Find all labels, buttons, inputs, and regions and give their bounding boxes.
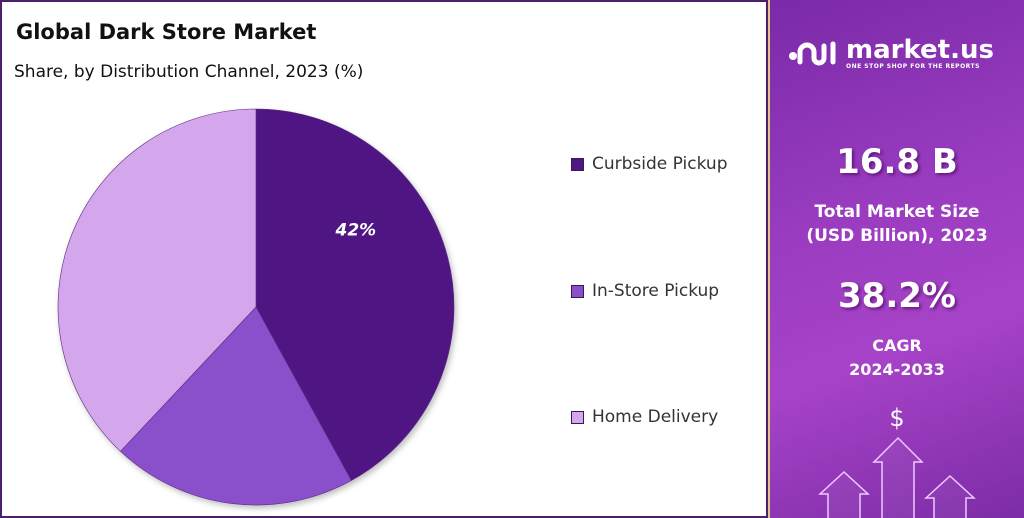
legend-swatch (571, 284, 584, 298)
legend-label: In-Store Pickup (592, 281, 720, 301)
cagr-label-line1: CAGR (872, 336, 922, 355)
cagr-value: 38.2% (838, 276, 956, 316)
dollar-icon: $ (889, 404, 905, 432)
legend-swatch (571, 157, 584, 171)
growth-arrows-icon (818, 436, 976, 518)
market-size-label-line1: Total Market Size (814, 202, 980, 222)
legend-label: Home Delivery (592, 407, 719, 427)
chart-panel: Global Dark Store Market Share, by Distr… (0, 0, 768, 518)
legend-swatch (571, 410, 584, 424)
pie-slice-curbside-pickup (255, 108, 455, 481)
cagr-label: CAGR 2024-2033 (770, 334, 1024, 382)
market-size-label: Total Market Size (USD Billion), 2023 (770, 200, 1024, 248)
data-label: 42% (335, 221, 377, 241)
market-size-value: 16.8 B (836, 142, 958, 182)
pie-chart: 42% (57, 108, 455, 506)
summary-panel: market.us ONE STOP SHOP FOR THE REPORTS … (768, 0, 1024, 518)
legend-item: Curbside Pickup (571, 154, 728, 174)
brand-tagline: ONE STOP SHOP FOR THE REPORTS (846, 62, 980, 70)
market-us-logo: market.us ONE STOP SHOP FOR THE REPORTS (788, 36, 994, 70)
legend-item: Home Delivery (571, 407, 718, 427)
legend-label: Curbside Pickup (592, 154, 728, 174)
brand-name: market.us (846, 34, 994, 65)
chart-title: Global Dark Store Market (16, 20, 317, 44)
chart-subtitle: Share, by Distribution Channel, 2023 (%) (14, 62, 364, 82)
logo-icon (789, 41, 836, 66)
pie-slice-in-store-pickup (120, 306, 352, 506)
legend-item: In-Store Pickup (571, 281, 719, 301)
pie-slice-home-delivery (57, 108, 257, 452)
cagr-label-line2: 2024-2033 (849, 360, 945, 379)
market-size-label-line2: (USD Billion), 2023 (806, 226, 988, 246)
